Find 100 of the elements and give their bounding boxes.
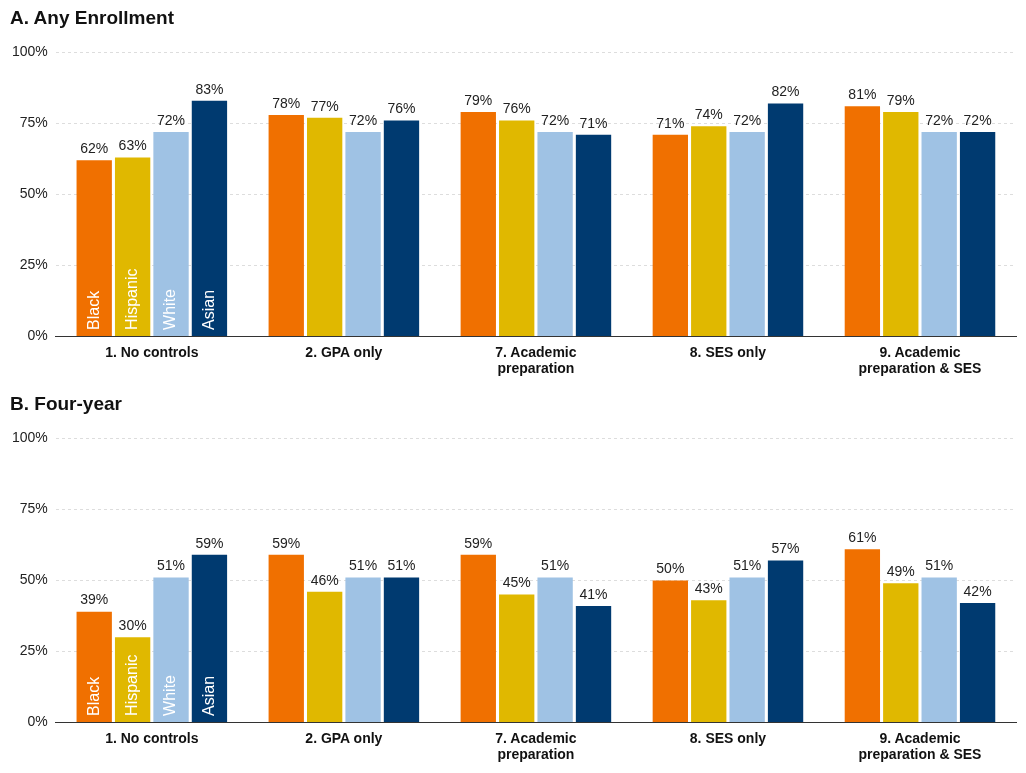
bar xyxy=(460,554,496,722)
data-label: 59% xyxy=(272,534,301,551)
bar xyxy=(844,106,881,336)
bar xyxy=(691,600,727,722)
bar xyxy=(383,577,420,722)
data-label: 62% xyxy=(80,140,109,157)
data-label: 76% xyxy=(387,100,416,117)
x-tick-label: 8. SES only xyxy=(689,343,767,360)
bar xyxy=(345,577,381,722)
data-label: 57% xyxy=(771,540,800,557)
chart-title: A. Any Enrollment xyxy=(9,6,175,30)
bar xyxy=(76,160,112,336)
bar xyxy=(499,120,535,336)
bar xyxy=(268,554,304,722)
data-label: 41% xyxy=(579,585,608,602)
y-tick-label: 75% xyxy=(19,114,48,131)
data-label: 43% xyxy=(694,580,723,597)
data-label: 50% xyxy=(656,560,685,577)
bar xyxy=(729,577,765,722)
bar xyxy=(575,134,612,336)
series-label: Asian xyxy=(199,675,217,716)
x-tick-label: 7. Academic preparation xyxy=(495,729,577,763)
series-label: Black xyxy=(84,675,102,716)
data-label: 51% xyxy=(733,557,762,574)
bar xyxy=(191,554,228,722)
y-tick-label: 0% xyxy=(27,713,48,730)
data-label: 72% xyxy=(963,111,992,128)
bar xyxy=(537,131,573,336)
bar xyxy=(729,131,765,336)
y-tick-label: 25% xyxy=(19,256,48,273)
bar xyxy=(575,605,612,722)
bar xyxy=(268,114,304,336)
data-label: 72% xyxy=(733,111,762,128)
bar xyxy=(767,103,804,336)
data-label: 74% xyxy=(694,106,723,123)
bar xyxy=(345,131,381,336)
data-label: 51% xyxy=(541,557,570,574)
bar xyxy=(306,591,343,722)
series-label: Hispanic xyxy=(123,654,141,716)
bar xyxy=(883,583,919,722)
data-label: 81% xyxy=(848,86,877,103)
x-tick-label: 9. Academic preparation & SES xyxy=(858,343,982,377)
data-label: 83% xyxy=(195,80,224,97)
bar xyxy=(652,580,688,722)
y-tick-label: 0% xyxy=(27,327,48,344)
bar xyxy=(652,134,688,336)
data-label: 59% xyxy=(464,534,493,551)
x-tick-label: 8. SES only xyxy=(689,729,767,746)
series-label: Black xyxy=(84,289,102,330)
y-tick-label: 50% xyxy=(19,185,48,202)
bar xyxy=(921,131,957,336)
bar xyxy=(383,120,420,336)
data-label: 77% xyxy=(310,97,339,114)
data-label: 72% xyxy=(541,111,570,128)
data-label: 72% xyxy=(157,111,186,128)
data-label: 78% xyxy=(272,94,301,111)
data-label: 79% xyxy=(464,91,493,108)
x-tick-label: 7. Academic preparation xyxy=(495,343,577,377)
bar xyxy=(959,603,996,722)
bar xyxy=(691,126,727,336)
series-label: Asian xyxy=(199,289,217,330)
data-label: 51% xyxy=(157,557,186,574)
series-label: White xyxy=(161,674,179,716)
bar xyxy=(114,157,151,336)
y-tick-label: 100% xyxy=(11,43,48,60)
bar xyxy=(959,131,996,336)
data-label: 72% xyxy=(349,111,378,128)
y-tick-label: 75% xyxy=(19,500,48,517)
bar xyxy=(153,577,189,722)
data-label: 79% xyxy=(886,91,915,108)
data-label: 30% xyxy=(118,617,147,634)
data-label: 46% xyxy=(310,571,339,588)
x-tick-label: 1. No controls xyxy=(105,343,199,360)
data-label: 71% xyxy=(656,114,685,131)
y-tick-label: 100% xyxy=(11,429,48,446)
bar xyxy=(191,100,228,336)
data-label: 59% xyxy=(195,534,224,551)
data-label: 45% xyxy=(502,574,531,591)
x-tick-label: 9. Academic preparation & SES xyxy=(858,729,982,763)
data-label: 51% xyxy=(349,557,378,574)
data-label: 51% xyxy=(925,557,954,574)
bar xyxy=(537,577,573,722)
bar xyxy=(921,577,957,722)
y-tick-label: 25% xyxy=(19,642,48,659)
data-label: 42% xyxy=(963,582,992,599)
data-label: 63% xyxy=(118,137,147,154)
x-tick-label: 2. GPA only xyxy=(305,729,383,746)
bar xyxy=(767,560,804,722)
x-tick-label: 2. GPA only xyxy=(305,343,383,360)
bar xyxy=(844,549,881,722)
data-label: 71% xyxy=(579,114,608,131)
data-label: 82% xyxy=(771,83,800,100)
y-tick-label: 50% xyxy=(19,571,48,588)
series-label: White xyxy=(161,288,179,330)
bar xyxy=(460,112,496,336)
chart-title: B. Four-year xyxy=(9,392,123,416)
x-tick-label: 1. No controls xyxy=(105,729,199,746)
data-label: 39% xyxy=(80,591,109,608)
bar xyxy=(306,117,343,336)
bar xyxy=(76,611,112,722)
